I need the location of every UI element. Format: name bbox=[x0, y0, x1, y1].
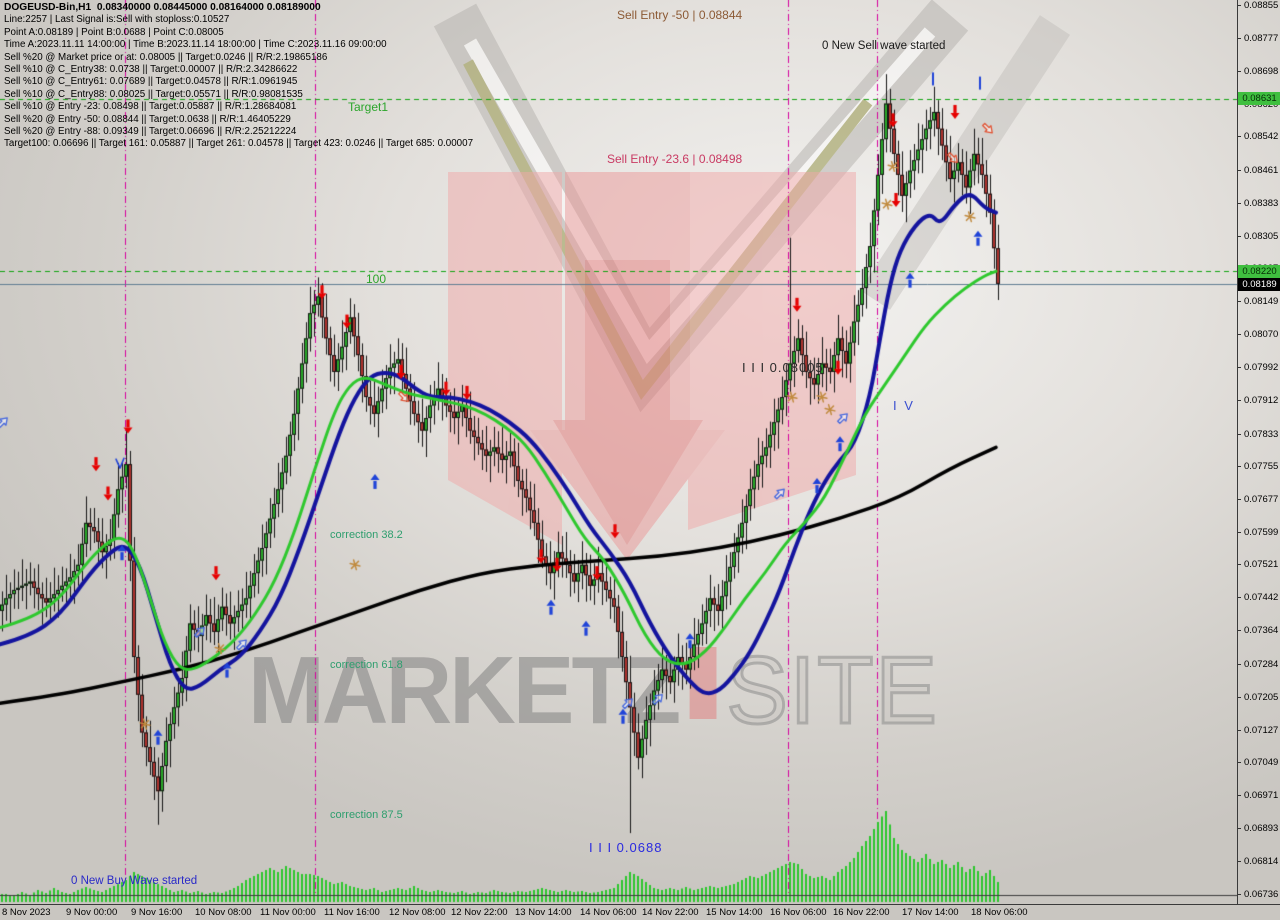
price-badge: 0.08220 bbox=[1238, 264, 1280, 278]
price-badge: 0.08189 bbox=[1238, 277, 1280, 291]
wave-iv-label: I V bbox=[893, 398, 915, 413]
info-line: Line:2257 | Last Signal is:Sell with sto… bbox=[4, 14, 230, 26]
time-axis-label: 10 Nov 08:00 bbox=[195, 907, 252, 918]
wave-iii-top-label: I I I 0.08005 bbox=[742, 360, 824, 375]
time-axis-label: 14 Nov 06:00 bbox=[580, 907, 637, 918]
time-axis-label: 16 Nov 22:00 bbox=[833, 907, 890, 918]
info-line: Sell %10 @ C_Entry61: 0.07689 || Target:… bbox=[4, 76, 298, 88]
info-line: Time A:2023.11.11 14:00:00 | Time B:2023… bbox=[4, 39, 387, 51]
time-axis-label: 9 Nov 16:00 bbox=[131, 907, 183, 918]
time-axis-label: 13 Nov 14:00 bbox=[515, 907, 572, 918]
chart-canvas[interactable] bbox=[0, 0, 1237, 904]
info-line: Target100: 0.06696 || Target 161: 0.0588… bbox=[4, 138, 474, 150]
wave-iii-bottom-label: I I I 0.0688 bbox=[589, 840, 663, 855]
time-axis-label: 11 Nov 16:00 bbox=[324, 907, 380, 918]
new-sell-wave-label: 0 New Sell wave started bbox=[822, 40, 946, 52]
time-axis-label: 8 Nov 2023 bbox=[2, 907, 51, 918]
correction-618-label: correction 61.8 bbox=[330, 659, 403, 671]
correction-382-label: correction 38.2 bbox=[330, 529, 403, 541]
time-axis-label: 17 Nov 14:00 bbox=[902, 907, 959, 918]
time-axis-label: 14 Nov 22:00 bbox=[642, 907, 699, 918]
new-buy-wave-label: 0 New Buy Wave started bbox=[71, 875, 198, 887]
time-axis-label: 11 Nov 00:00 bbox=[260, 907, 316, 918]
sell-entry-236-label: Sell Entry -23.6 | 0.08498 bbox=[607, 152, 743, 166]
sell-entry-50-label: Sell Entry -50 | 0.08844 bbox=[617, 8, 743, 22]
info-line: Sell %20 @ Entry -88: 0.09349 || Target:… bbox=[4, 126, 297, 138]
price-badge: 0.08631 bbox=[1238, 92, 1280, 106]
time-axis-label: 15 Nov 14:00 bbox=[706, 907, 763, 918]
info-line: Sell %10 @ Entry -23: 0.08498 || Target:… bbox=[4, 101, 297, 113]
target1-label: Target1 bbox=[348, 100, 389, 114]
time-axis[interactable]: 8 Nov 2023 9 Nov 00:00 9 Nov 16:00 10 Nov 0… bbox=[0, 904, 1280, 920]
info-line: Sell %10 @ C_Entry38: 0.0738 || Target:0… bbox=[4, 64, 298, 76]
time-axis-label: 9 Nov 00:00 bbox=[66, 907, 118, 918]
info-line: Point A:0.08189 | Point B:0.0688 | Point… bbox=[4, 26, 224, 38]
info-line: DOGEUSD-Bin,H1 0.08340000 0.08445000 0.0… bbox=[4, 2, 321, 13]
info-line: Sell %10 @ C_Entry88: 0.08025 || Target:… bbox=[4, 88, 303, 100]
time-axis-label: 12 Nov 08:00 bbox=[389, 907, 446, 918]
time-axis-label: 12 Nov 22:00 bbox=[451, 907, 508, 918]
price-axis[interactable]: 0.088550.087770.086980.086200.085420.084… bbox=[1237, 0, 1280, 904]
correction-875-label: correction 87.5 bbox=[330, 809, 403, 821]
info-panel: DOGEUSD-Bin,H1 0.08340000 0.08445000 0.0… bbox=[4, 2, 473, 151]
time-axis-label: 16 Nov 06:00 bbox=[770, 907, 827, 918]
info-line: Sell %20 @ Entry -50: 0.08844 || Target:… bbox=[4, 113, 291, 125]
level-100-label: 100 bbox=[366, 272, 387, 286]
info-line: Sell %20 @ Market price or at: 0.08005 |… bbox=[4, 51, 328, 63]
time-axis-label: 18 Nov 06:00 bbox=[971, 907, 1028, 918]
